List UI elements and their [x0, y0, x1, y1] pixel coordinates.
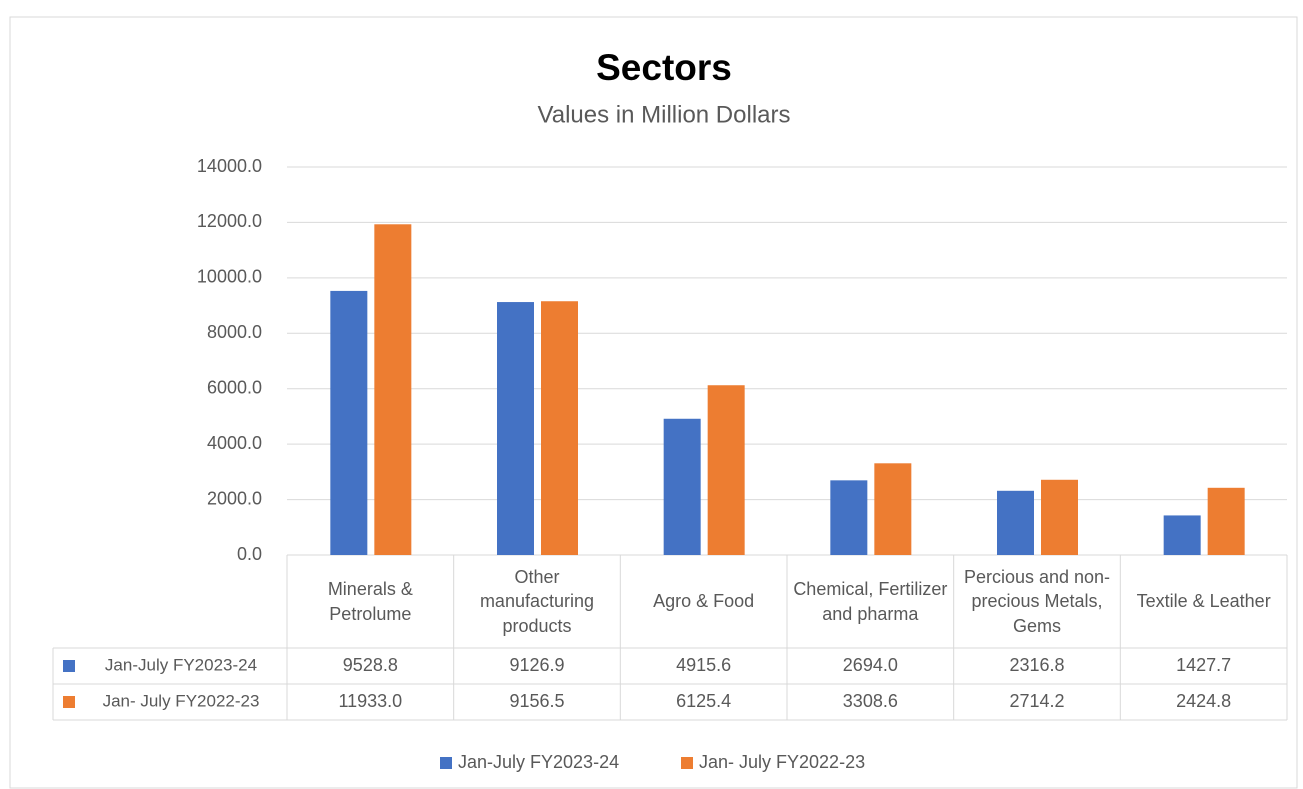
legend-key [681, 757, 693, 769]
bar [374, 224, 412, 555]
bar [1207, 487, 1245, 555]
bar [663, 418, 701, 555]
bar [1163, 515, 1201, 555]
bar [541, 301, 578, 555]
legend-label: Jan-July FY2023-24 [458, 752, 619, 772]
bar [707, 385, 745, 555]
table-value: 2424.8 [1176, 691, 1231, 711]
y-tick-label: 14000.0 [197, 156, 262, 176]
category-cell: Other manufacturing products [479, 567, 595, 636]
table-value: 11933.0 [338, 691, 402, 711]
table-value: 1427.7 [1176, 655, 1231, 675]
y-tick-label: 0.0 [237, 544, 262, 564]
bar [997, 490, 1034, 555]
bar [1041, 479, 1078, 555]
table-value: 9126.9 [509, 655, 564, 675]
bar [874, 463, 912, 555]
y-tick-label: 10000.0 [197, 267, 262, 287]
x-tick-label: Chemical, Fertilizer and pharma [793, 579, 948, 624]
chart-title: Sectors [596, 47, 732, 88]
bar [497, 302, 534, 555]
x-tick-label: Agro & Food [653, 591, 755, 612]
table-legend-key [63, 660, 75, 672]
table-series-name: Jan-July FY2023-24 [105, 655, 257, 674]
chart-subtitle: Values in Million Dollars [538, 101, 791, 128]
x-tick-label: Minerals & Petrolume [327, 579, 413, 624]
chart-border [9, 16, 1298, 789]
category-cell: Chemical, Fertilizer and pharma [793, 579, 948, 624]
table-value: 2714.2 [1009, 691, 1064, 711]
legend-label: Jan- July FY2022-23 [699, 752, 865, 772]
y-tick-label: 4000.0 [207, 433, 262, 453]
table-value: 4915.6 [676, 655, 731, 675]
bar [330, 290, 368, 555]
table-value: 2316.8 [1009, 655, 1064, 675]
table-value: 9156.5 [509, 691, 564, 711]
x-tick-label: Percious and non-precious Metals, Gems [963, 567, 1111, 636]
table-series-name: Jan- July FY2022-23 [103, 691, 260, 710]
table-value: 6125.4 [676, 691, 731, 711]
y-tick-label: 12000.0 [197, 211, 262, 231]
legend-key [440, 757, 452, 769]
category-cell: Percious and non-precious Metals, Gems [963, 567, 1111, 636]
table-legend-key [63, 696, 75, 708]
x-tick-label: Other manufacturing products [479, 567, 595, 636]
x-tick-label: Textile & Leather [1136, 591, 1271, 612]
category-cell: Agro & Food [653, 591, 755, 612]
table-value: 3308.6 [843, 691, 898, 711]
y-tick-label: 8000.0 [207, 322, 262, 342]
category-cell: Textile & Leather [1136, 591, 1271, 612]
y-tick-label: 6000.0 [207, 377, 262, 397]
category-cell: Minerals & Petrolume [327, 579, 413, 624]
y-tick-label: 2000.0 [207, 488, 262, 508]
table-value: 2694.0 [843, 655, 898, 675]
bar [830, 480, 868, 555]
table-value: 9528.8 [343, 655, 398, 675]
